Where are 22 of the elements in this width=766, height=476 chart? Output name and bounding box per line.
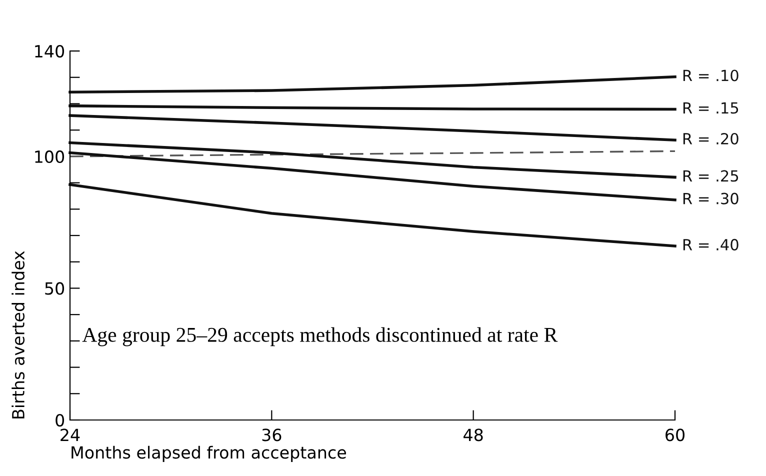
y-tick-label: 50 (45, 282, 64, 295)
line-series (68, 141, 676, 179)
annotation: Age group 25–29 accepts methods discontinued at rate R (82, 327, 558, 346)
line-series (68, 151, 676, 202)
series-label: R = .30 (683, 192, 738, 204)
line-series (68, 183, 676, 248)
y-tick-label: 100 (35, 150, 64, 163)
x-tick-label: 48 (464, 428, 483, 442)
series-label: R = .20 (683, 132, 738, 145)
y-axis-title: Births averted index (12, 251, 25, 418)
series-label: R = .40 (683, 238, 738, 250)
line-series (68, 114, 676, 142)
y-tick-label: 0 (56, 414, 64, 427)
series-label: R = .15 (683, 102, 738, 114)
series-label: R = .10 (683, 70, 738, 82)
x-tick-label: 60 (666, 428, 684, 442)
series-label: R = .25 (683, 170, 738, 182)
line-series (68, 75, 676, 94)
x-axis-title: Months elapsed from acceptance (72, 446, 346, 462)
y-tick-label: 140 (35, 44, 64, 58)
x-tick-label: 36 (262, 428, 282, 442)
x-tick-label: 24 (60, 428, 80, 441)
